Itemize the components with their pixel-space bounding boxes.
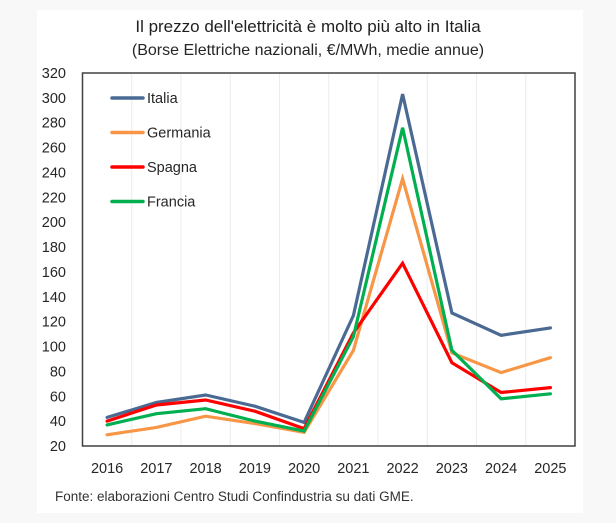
series-line-francia [105, 127, 553, 433]
x-tick-label: 2025 [534, 461, 566, 477]
x-tick-label: 2016 [91, 461, 123, 477]
legend-label-francia: Francia [147, 195, 196, 211]
y-axis-ticks: 20 40 60 80 100 120 140 160 180 200 220 240 260 280 30… [42, 66, 66, 455]
x-tick-label: 2022 [386, 461, 418, 477]
series-lines [105, 93, 553, 437]
series-line-germania [105, 172, 553, 437]
source-note: Fonte: elaborazioni Centro Studi Confind… [55, 489, 414, 504]
y-tick-label: 180 [42, 240, 66, 256]
x-tick-label: 2018 [189, 461, 221, 477]
y-tick-label: 200 [42, 215, 66, 231]
y-tick-label: 160 [42, 265, 66, 281]
chart-title: Il prezzo dell'elettricità è molto più a… [135, 17, 481, 36]
x-tick-label: 2019 [239, 461, 271, 477]
x-axis-ticks: 2016 2017 2018 2019 2020 2021 2022 2023 2024 2025 [91, 461, 567, 477]
y-tick-label: 60 [50, 389, 66, 405]
plot-frame [81, 72, 576, 447]
y-tick-label: 300 [42, 91, 66, 107]
y-tick-label: 100 [42, 340, 66, 356]
chart-card [37, 10, 583, 513]
y-tick-label: 140 [42, 290, 66, 306]
chart-subtitle: (Borse Elettriche nazionali, €/MWh, medi… [132, 42, 484, 59]
y-tick-label: 40 [50, 414, 66, 430]
y-tick-label: 220 [42, 190, 66, 206]
y-tick-label: 280 [42, 116, 66, 132]
x-tick-label: 2023 [436, 461, 468, 477]
legend-label-germania: Germania [147, 126, 212, 142]
y-tick-label: 240 [42, 165, 66, 181]
x-tick-label: 2021 [337, 461, 369, 477]
x-tick-label: 2020 [288, 461, 320, 477]
y-tick-label: 20 [50, 439, 66, 455]
y-tick-label: 260 [42, 141, 66, 157]
series-line-italia [105, 93, 553, 425]
x-tick-label: 2017 [140, 461, 172, 477]
x-tick-label: 2024 [485, 461, 517, 477]
legend-label-italia: Italia [147, 91, 179, 107]
y-tick-label: 120 [42, 315, 66, 331]
legend: Italia Germania Spagna Francia [110, 91, 212, 211]
legend-label-spagna: Spagna [147, 160, 198, 176]
y-tick-label: 320 [42, 66, 66, 82]
y-tick-label: 80 [50, 364, 66, 380]
